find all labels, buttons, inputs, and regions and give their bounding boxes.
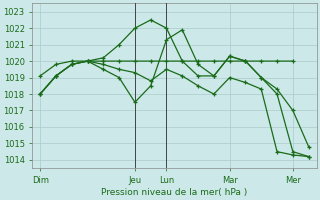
X-axis label: Pression niveau de la mer( hPa ): Pression niveau de la mer( hPa ): [101, 188, 247, 197]
